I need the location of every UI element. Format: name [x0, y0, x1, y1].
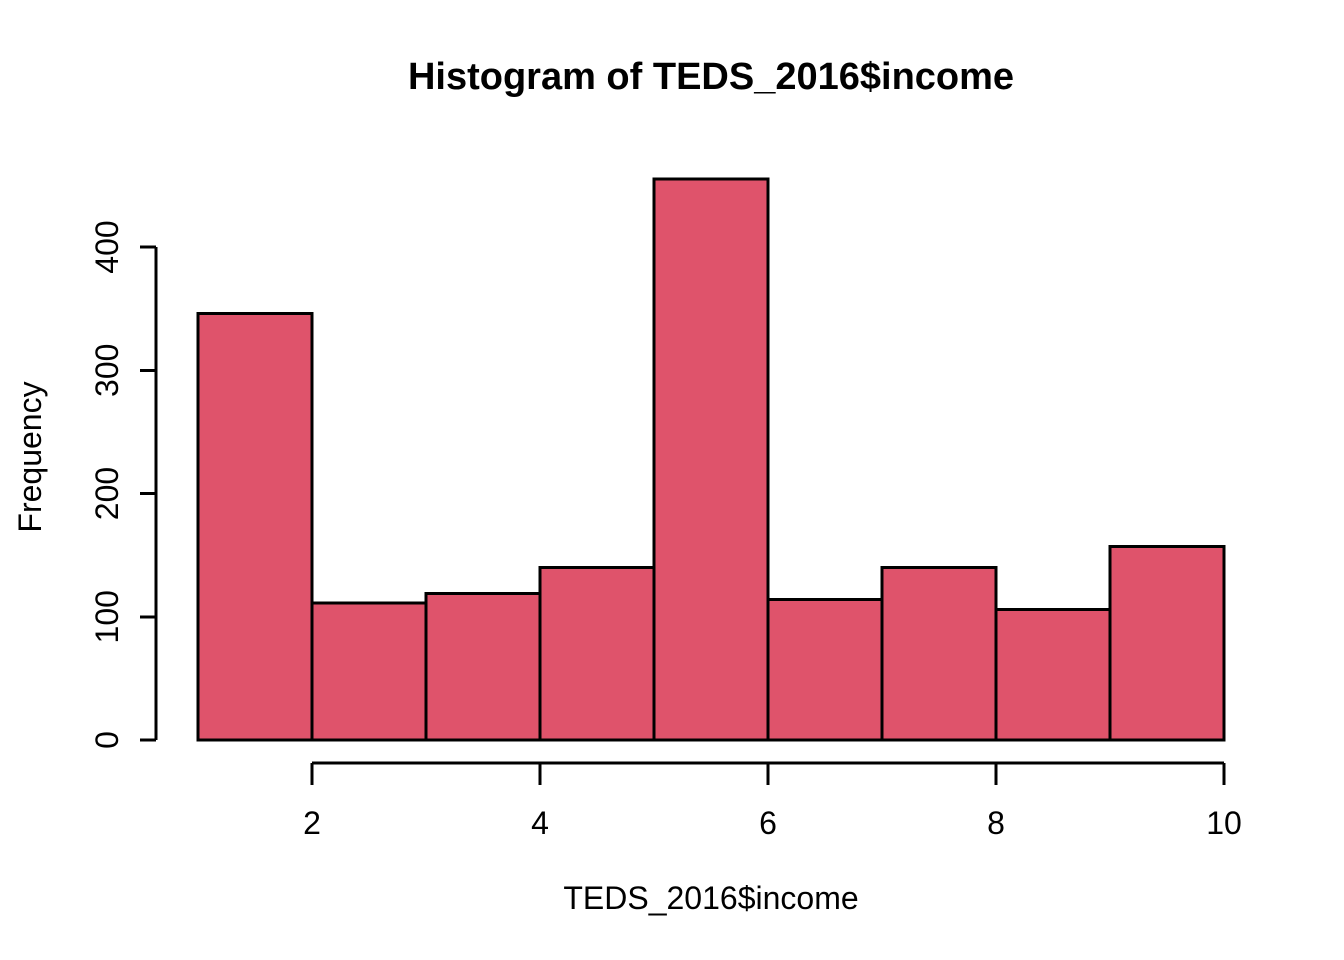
histogram-bar: [1108, 544, 1226, 742]
y-tick-label: 200: [89, 467, 125, 520]
histogram-bar: [652, 177, 770, 742]
x-tick-label: 8: [987, 805, 1005, 841]
y-tick-label: 300: [89, 344, 125, 397]
x-axis-title: TEDS_2016$income: [563, 880, 859, 916]
histogram-bar: [766, 597, 884, 742]
histogram-bar: [424, 591, 542, 742]
histogram-bar: [310, 601, 428, 742]
histogram-bar: [538, 565, 656, 742]
x-tick-label: 10: [1206, 805, 1242, 841]
y-axis-title: Frequency: [12, 381, 48, 533]
y-tick-label: 0: [89, 731, 125, 749]
x-tick-label: 6: [759, 805, 777, 841]
chart-title: Histogram of TEDS_2016$income: [407, 56, 1015, 98]
y-tick-label: 100: [89, 590, 125, 643]
x-tick-label: 4: [531, 805, 549, 841]
x-tick-label: 2: [303, 805, 321, 841]
histogram-bar: [196, 312, 314, 742]
y-tick-label: 400: [89, 220, 125, 273]
histogram-bar: [880, 565, 998, 742]
histogram-bar: [994, 607, 1112, 742]
